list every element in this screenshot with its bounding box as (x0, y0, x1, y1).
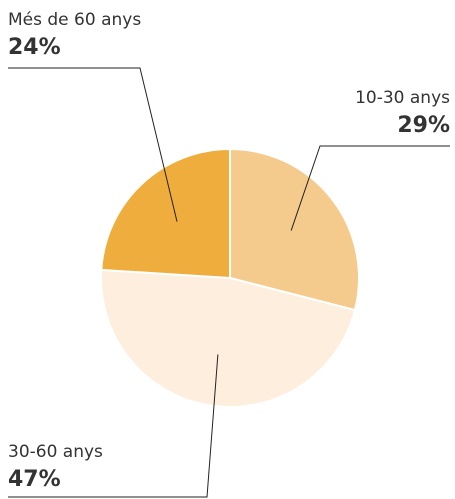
slice-value: 29% (397, 113, 450, 138)
pie-slice (229, 147, 360, 312)
slice-label: 30-60 anys (8, 442, 103, 462)
leader-line (8, 67, 178, 222)
pie-slice (100, 147, 231, 280)
leader-line (290, 145, 450, 231)
pie-slice (100, 268, 357, 408)
slice-label: 10-30 anys (355, 88, 450, 108)
slice-value: 24% (8, 35, 61, 60)
slice-value: 47% (8, 467, 61, 492)
leader-line (8, 354, 219, 498)
slice-label: Més de 60 anys (8, 10, 141, 30)
